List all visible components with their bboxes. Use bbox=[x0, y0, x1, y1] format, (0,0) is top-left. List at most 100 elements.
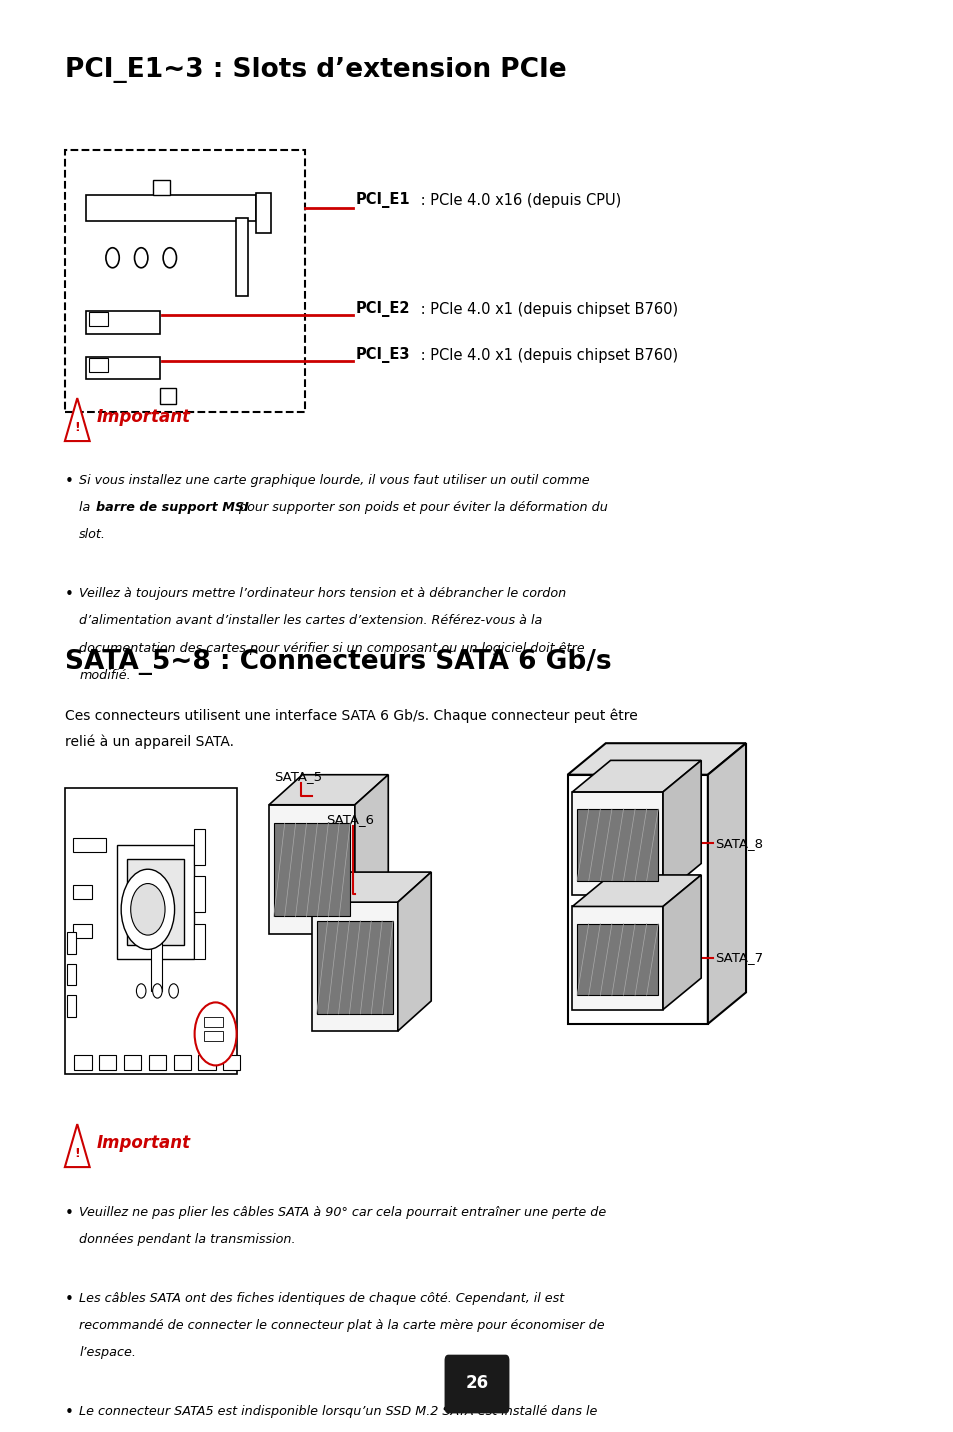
Text: documentation des cartes pour vérifier si un composant ou un logiciel doit être: documentation des cartes pour vérifier s… bbox=[79, 642, 584, 654]
FancyBboxPatch shape bbox=[444, 1355, 509, 1413]
Circle shape bbox=[134, 248, 148, 268]
FancyBboxPatch shape bbox=[89, 358, 108, 372]
Polygon shape bbox=[312, 902, 397, 1031]
Polygon shape bbox=[572, 875, 700, 906]
FancyBboxPatch shape bbox=[255, 193, 271, 233]
FancyBboxPatch shape bbox=[89, 312, 108, 326]
FancyBboxPatch shape bbox=[99, 1055, 116, 1070]
FancyBboxPatch shape bbox=[72, 885, 91, 899]
FancyBboxPatch shape bbox=[193, 876, 205, 912]
Text: Les câbles SATA ont des fiches identiques de chaque côté. Cependant, il est: Les câbles SATA ont des fiches identique… bbox=[79, 1292, 564, 1305]
Text: !: ! bbox=[74, 421, 80, 434]
Text: SATA_6: SATA_6 bbox=[326, 813, 374, 826]
Polygon shape bbox=[65, 398, 90, 441]
Text: •: • bbox=[65, 1206, 73, 1220]
Text: recommandé de connecter le connecteur plat à la carte mère pour économiser de: recommandé de connecter le connecteur pl… bbox=[79, 1319, 604, 1332]
Text: !: ! bbox=[74, 1147, 80, 1160]
Text: 26: 26 bbox=[465, 1375, 488, 1392]
Text: PCI_E1: PCI_E1 bbox=[355, 192, 410, 209]
FancyBboxPatch shape bbox=[577, 924, 658, 995]
FancyBboxPatch shape bbox=[72, 838, 106, 852]
Polygon shape bbox=[572, 760, 700, 792]
Text: •: • bbox=[65, 1292, 73, 1306]
FancyBboxPatch shape bbox=[235, 218, 248, 296]
FancyBboxPatch shape bbox=[204, 1017, 223, 1027]
Circle shape bbox=[121, 869, 174, 949]
FancyBboxPatch shape bbox=[316, 921, 393, 1014]
FancyBboxPatch shape bbox=[274, 823, 350, 916]
FancyBboxPatch shape bbox=[223, 1055, 240, 1070]
Polygon shape bbox=[312, 872, 431, 902]
Polygon shape bbox=[707, 743, 745, 1024]
FancyBboxPatch shape bbox=[86, 357, 160, 379]
FancyBboxPatch shape bbox=[160, 388, 176, 404]
Circle shape bbox=[194, 1002, 236, 1065]
Text: l’espace.: l’espace. bbox=[79, 1346, 136, 1359]
Text: pour supporter son poids et pour éviter la déformation du: pour supporter son poids et pour éviter … bbox=[234, 501, 607, 514]
Circle shape bbox=[106, 248, 119, 268]
FancyBboxPatch shape bbox=[124, 1055, 141, 1070]
Text: Veuillez ne pas plier les câbles SATA à 90° car cela pourrait entraîner une pert: Veuillez ne pas plier les câbles SATA à … bbox=[79, 1206, 606, 1219]
Text: : PCIe 4.0 x1 (depuis chipset B760): : PCIe 4.0 x1 (depuis chipset B760) bbox=[416, 348, 678, 362]
Text: Veillez à toujours mettre l’ordinateur hors tension et à débrancher le cordon: Veillez à toujours mettre l’ordinateur h… bbox=[79, 587, 566, 600]
Text: •: • bbox=[65, 587, 73, 601]
Circle shape bbox=[169, 984, 178, 998]
Text: •: • bbox=[65, 474, 73, 488]
Polygon shape bbox=[662, 760, 700, 895]
FancyBboxPatch shape bbox=[193, 829, 205, 865]
Text: PCI_E1~3 : Slots d’extension PCIe: PCI_E1~3 : Slots d’extension PCIe bbox=[65, 57, 566, 83]
FancyBboxPatch shape bbox=[127, 859, 184, 945]
FancyBboxPatch shape bbox=[152, 180, 170, 195]
Text: : PCIe 4.0 x1 (depuis chipset B760): : PCIe 4.0 x1 (depuis chipset B760) bbox=[416, 302, 678, 316]
FancyBboxPatch shape bbox=[67, 995, 76, 1017]
Text: données pendant la transmission.: données pendant la transmission. bbox=[79, 1233, 295, 1246]
Text: SATA_5: SATA_5 bbox=[274, 770, 321, 783]
Text: Important: Important bbox=[96, 408, 191, 427]
Text: Ces connecteurs utilisent une interface SATA 6 Gb/s. Chaque connecteur peut être: Ces connecteurs utilisent une interface … bbox=[65, 709, 637, 723]
Polygon shape bbox=[269, 805, 355, 934]
Polygon shape bbox=[572, 792, 662, 895]
FancyBboxPatch shape bbox=[74, 1055, 91, 1070]
FancyBboxPatch shape bbox=[67, 964, 76, 985]
Text: Si vous installez une carte graphique lourde, il vous faut utiliser un outil com: Si vous installez une carte graphique lo… bbox=[79, 474, 589, 487]
Text: : PCIe 4.0 x16 (depuis CPU): : PCIe 4.0 x16 (depuis CPU) bbox=[416, 193, 620, 208]
FancyBboxPatch shape bbox=[204, 1031, 223, 1041]
FancyBboxPatch shape bbox=[72, 924, 91, 938]
Polygon shape bbox=[397, 872, 431, 1031]
FancyBboxPatch shape bbox=[65, 150, 305, 412]
Circle shape bbox=[163, 248, 176, 268]
Text: barre de support MSI: barre de support MSI bbox=[96, 501, 249, 514]
Polygon shape bbox=[567, 743, 745, 775]
Polygon shape bbox=[269, 775, 388, 805]
FancyBboxPatch shape bbox=[86, 311, 160, 334]
Text: slot.: slot. bbox=[79, 528, 106, 541]
Text: SATA_8: SATA_8 bbox=[715, 836, 762, 851]
Text: d’alimentation avant d’installer les cartes d’extension. Référez-vous à la: d’alimentation avant d’installer les car… bbox=[79, 614, 542, 627]
Polygon shape bbox=[355, 775, 388, 934]
Text: Le connecteur SATA5 est indisponible lorsqu’un SSD M.2 SATA est installé dans le: Le connecteur SATA5 est indisponible lor… bbox=[79, 1405, 597, 1418]
Circle shape bbox=[152, 984, 162, 998]
FancyBboxPatch shape bbox=[193, 924, 205, 959]
FancyBboxPatch shape bbox=[173, 1055, 191, 1070]
Text: SATA_7: SATA_7 bbox=[715, 951, 762, 965]
Text: PCI_E2: PCI_E2 bbox=[355, 301, 410, 318]
Text: •: • bbox=[65, 1405, 73, 1419]
FancyBboxPatch shape bbox=[65, 788, 236, 1074]
Text: modifié.: modifié. bbox=[79, 669, 131, 682]
FancyBboxPatch shape bbox=[151, 912, 162, 991]
Circle shape bbox=[136, 984, 146, 998]
Polygon shape bbox=[65, 1124, 90, 1167]
Text: la: la bbox=[79, 501, 94, 514]
Circle shape bbox=[131, 884, 165, 935]
Polygon shape bbox=[662, 875, 700, 1010]
Polygon shape bbox=[572, 906, 662, 1010]
FancyBboxPatch shape bbox=[86, 195, 255, 221]
FancyBboxPatch shape bbox=[198, 1055, 215, 1070]
Text: Important: Important bbox=[96, 1134, 191, 1153]
Text: PCI_E3: PCI_E3 bbox=[355, 347, 410, 364]
Text: relié à un appareil SATA.: relié à un appareil SATA. bbox=[65, 735, 233, 749]
Text: SATA_5~8 : Connecteurs SATA 6 Gb/s: SATA_5~8 : Connecteurs SATA 6 Gb/s bbox=[65, 649, 611, 674]
FancyBboxPatch shape bbox=[149, 1055, 166, 1070]
FancyBboxPatch shape bbox=[117, 845, 193, 959]
FancyBboxPatch shape bbox=[67, 932, 76, 954]
